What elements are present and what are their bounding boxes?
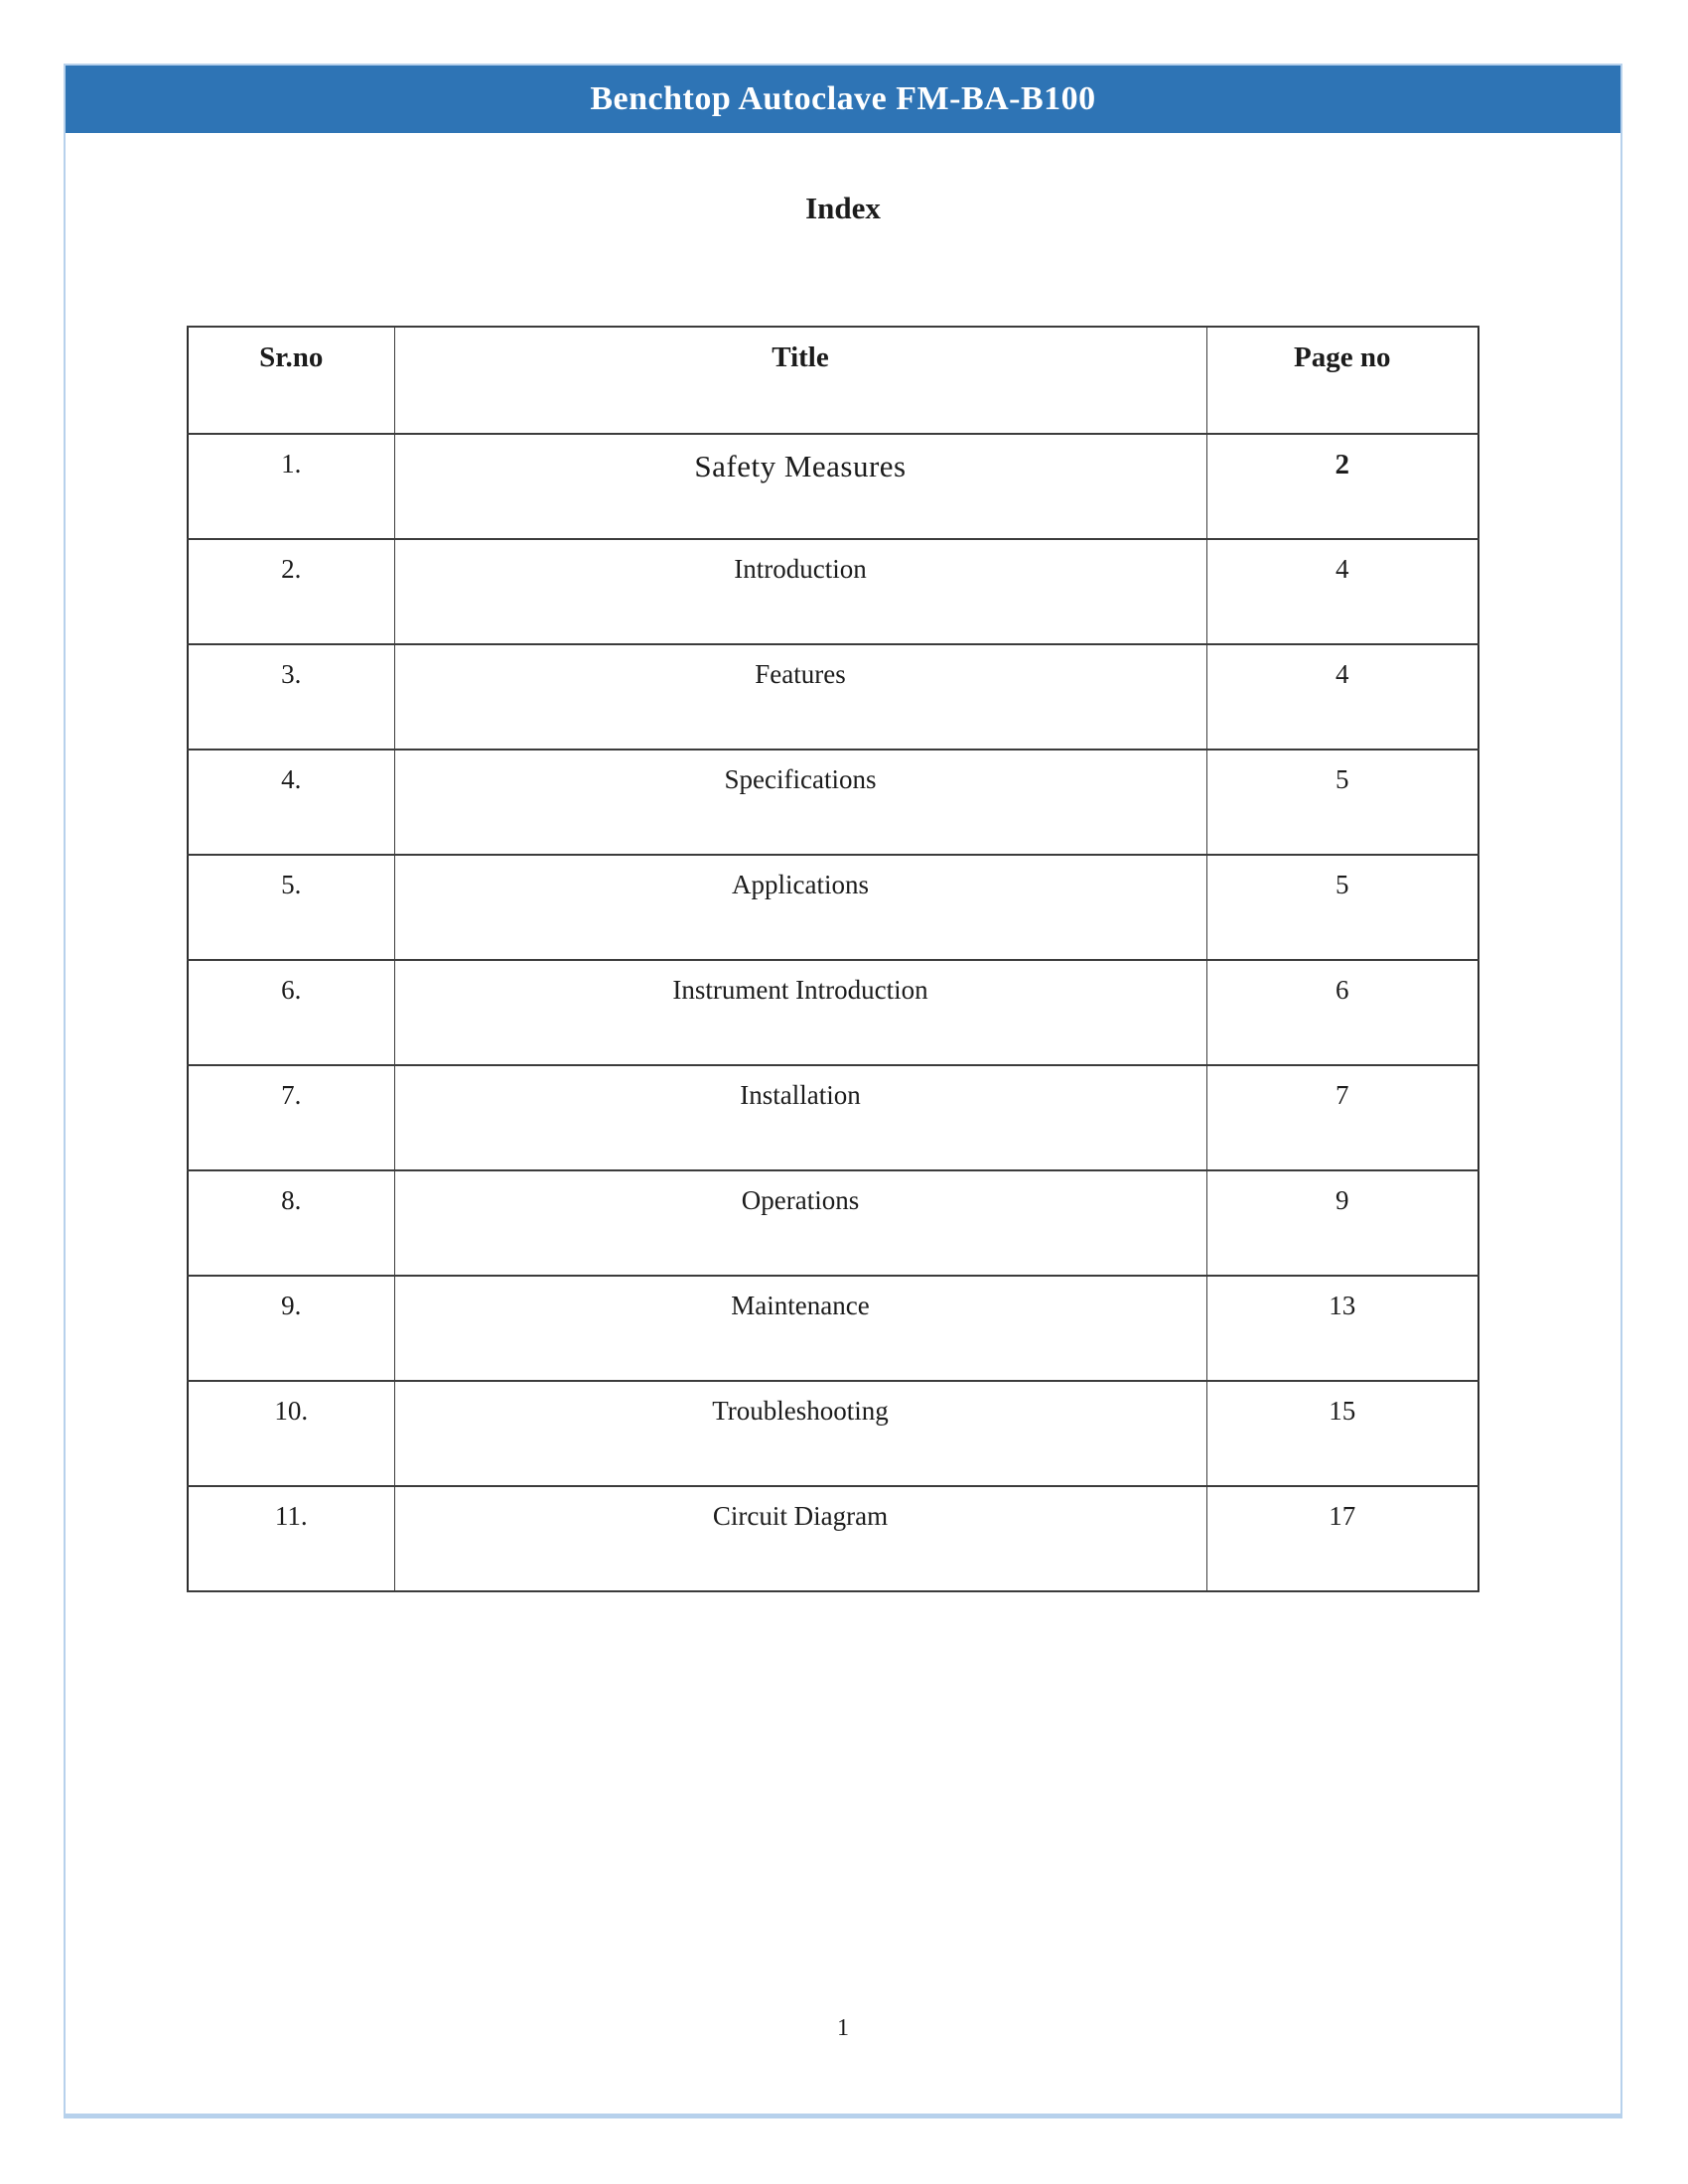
document-page: Benchtop Autoclave FM-BA-B100 Index Sr.n… <box>64 64 1622 2118</box>
title-cell: Maintenance <box>393 1275 1207 1382</box>
table-of-contents: Sr.no Title Page no 1. Safety Measures 2… <box>187 326 1479 1592</box>
serial-number-cell: 8. <box>187 1169 395 1277</box>
serial-number-cell: 7. <box>187 1064 395 1171</box>
page-number-cell: 7 <box>1205 1064 1479 1171</box>
page-number-cell: 17 <box>1205 1485 1479 1592</box>
table-header-row: Sr.no Title Page no <box>187 326 1479 435</box>
title-cell: Operations <box>393 1169 1207 1277</box>
table-row: 8. Operations 9 <box>187 1169 1479 1277</box>
title-cell: Instrument Introduction <box>393 959 1207 1066</box>
table-row: 5. Applications 5 <box>187 854 1479 961</box>
table-row: 2. Introduction 4 <box>187 538 1479 645</box>
title-cell: Installation <box>393 1064 1207 1171</box>
footer-page-number: 1 <box>837 2015 849 2041</box>
column-header-title: Title <box>393 326 1207 435</box>
table-row: 10. Troubleshooting 15 <box>187 1380 1479 1487</box>
serial-number-cell: 10. <box>187 1380 395 1487</box>
table-row: 6. Instrument Introduction 6 <box>187 959 1479 1066</box>
serial-number-cell: 3. <box>187 643 395 751</box>
serial-number-cell: 6. <box>187 959 395 1066</box>
serial-number-cell: 9. <box>187 1275 395 1382</box>
page-number-cell: 13 <box>1205 1275 1479 1382</box>
table-row: 3. Features 4 <box>187 643 1479 751</box>
title-cell: Specifications <box>393 749 1207 856</box>
document-header-bar: Benchtop Autoclave FM-BA-B100 <box>66 66 1620 133</box>
page-number-cell: 6 <box>1205 959 1479 1066</box>
page-number-cell: 5 <box>1205 854 1479 961</box>
table-row: 4. Specifications 5 <box>187 749 1479 856</box>
serial-number-cell: 5. <box>187 854 395 961</box>
page-number-cell: 4 <box>1205 538 1479 645</box>
page-number-cell: 2 <box>1205 433 1479 540</box>
title-cell: Introduction <box>393 538 1207 645</box>
title-cell: Features <box>393 643 1207 751</box>
serial-number-cell: 11. <box>187 1485 395 1592</box>
page-number-cell: 9 <box>1205 1169 1479 1277</box>
title-cell: Circuit Diagram <box>393 1485 1207 1592</box>
table-row: 1. Safety Measures 2 <box>187 433 1479 540</box>
title-cell: Applications <box>393 854 1207 961</box>
serial-number-cell: 2. <box>187 538 395 645</box>
title-cell: Safety Measures <box>393 433 1207 540</box>
page-number-cell: 4 <box>1205 643 1479 751</box>
index-heading: Index <box>805 191 881 225</box>
table-row: 11. Circuit Diagram 17 <box>187 1485 1479 1592</box>
column-header-srno: Sr.no <box>187 326 395 435</box>
serial-number-cell: 1. <box>187 433 395 540</box>
serial-number-cell: 4. <box>187 749 395 856</box>
table-row: 7. Installation 7 <box>187 1064 1479 1171</box>
column-header-pageno: Page no <box>1205 326 1479 435</box>
page-number-cell: 5 <box>1205 749 1479 856</box>
title-cell: Troubleshooting <box>393 1380 1207 1487</box>
table-row: 9. Maintenance 13 <box>187 1275 1479 1382</box>
document-title: Benchtop Autoclave FM-BA-B100 <box>590 80 1096 117</box>
page-number-cell: 15 <box>1205 1380 1479 1487</box>
